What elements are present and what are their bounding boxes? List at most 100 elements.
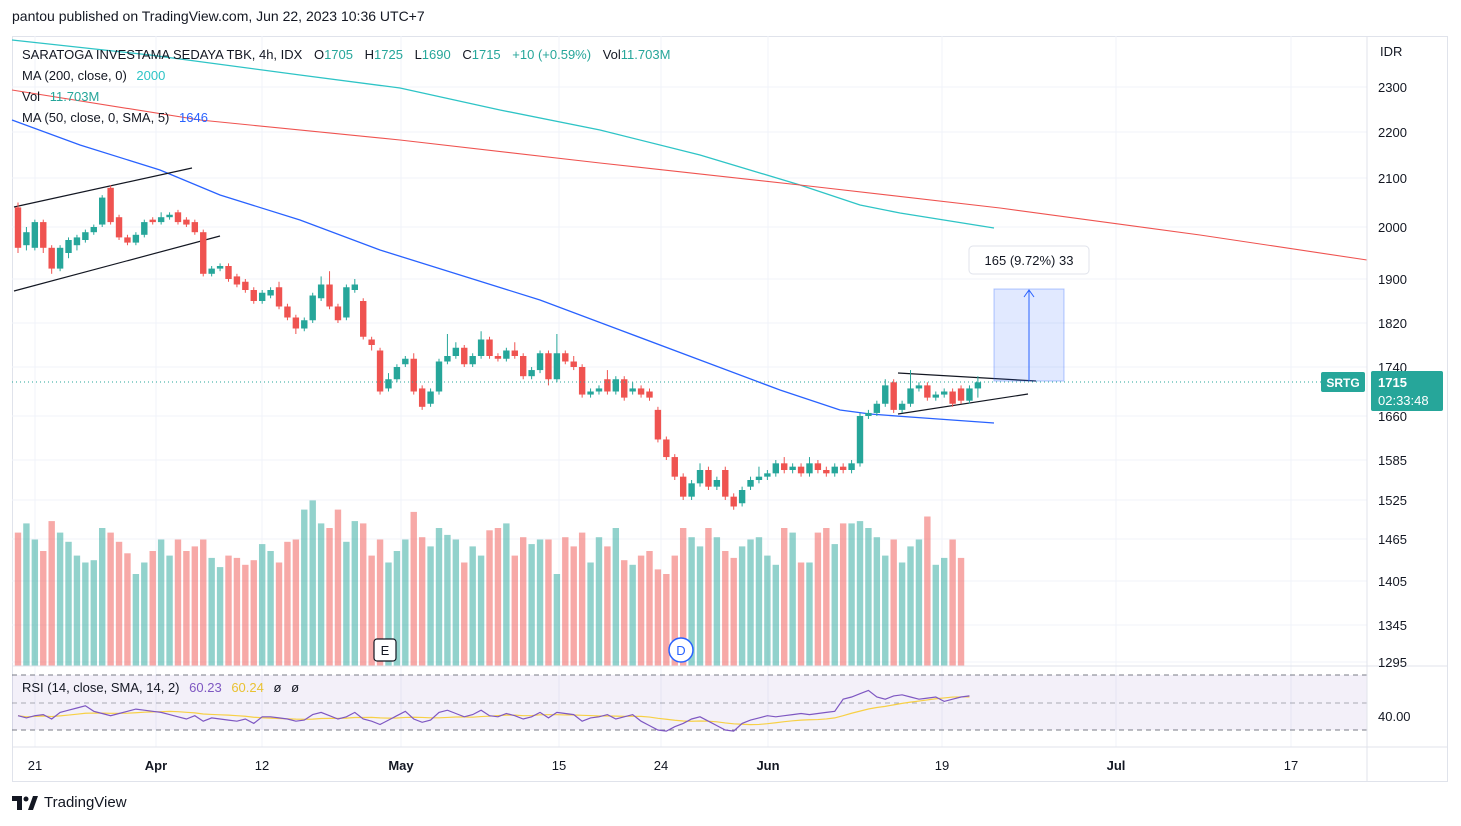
price-tick-label: 2200 xyxy=(1378,125,1407,140)
volume-bar xyxy=(376,539,384,666)
candle-body xyxy=(915,385,923,389)
candle-body xyxy=(477,339,485,356)
volume-bar xyxy=(924,516,931,666)
volume-bar xyxy=(461,562,468,666)
candle-body xyxy=(823,470,830,474)
volume-bar xyxy=(275,562,283,666)
volume-bar xyxy=(115,541,123,666)
tradingview-logo-mark xyxy=(12,795,38,810)
candle-body xyxy=(722,470,729,497)
volume-bar xyxy=(831,544,838,666)
volume-bar xyxy=(360,523,367,666)
candle-body xyxy=(275,287,283,307)
volume-bar xyxy=(469,546,476,666)
candle-body xyxy=(612,379,620,392)
volume-bar xyxy=(477,555,485,666)
volume-bar xyxy=(755,537,763,666)
legend-change: +10 (+0.59%) xyxy=(512,47,591,62)
time-axis[interactable]: 21 Apr 12 May 15 24 Jun 19 Jul 17 xyxy=(28,758,1298,773)
volume-bar xyxy=(654,569,662,666)
time-tick-label: Jul xyxy=(1107,758,1126,773)
candle-body xyxy=(48,247,55,269)
volume-bar xyxy=(562,537,569,666)
candle-body xyxy=(907,388,914,404)
candle-body xyxy=(679,476,687,497)
candle-body xyxy=(351,284,358,290)
candle-body xyxy=(629,388,636,392)
symbol-badge[interactable]: SRTG 1715 02:33:48 xyxy=(1321,371,1443,411)
channel-lower-line[interactable] xyxy=(13,235,221,292)
price-tick-label: 1345 xyxy=(1378,618,1407,633)
volume-bar xyxy=(578,532,586,666)
candle-body xyxy=(284,306,291,318)
volume-bar xyxy=(149,551,156,666)
volume-bar xyxy=(604,546,611,666)
candle-body xyxy=(267,290,274,296)
volume-bar xyxy=(907,546,914,666)
rsi-legend-n1: ø xyxy=(273,680,281,695)
price-range-measure[interactable]: 165 (9.72%) 33 xyxy=(968,245,1090,382)
price-tick-label: 1525 xyxy=(1378,493,1407,508)
candle-body xyxy=(637,388,645,395)
legend-ma50-value: 1646 xyxy=(179,110,208,125)
volume-bar xyxy=(317,523,325,666)
candle-body xyxy=(157,217,165,223)
candle-body xyxy=(957,388,965,401)
volume-bar xyxy=(351,521,358,666)
candle-body xyxy=(90,227,97,233)
candle-body xyxy=(587,391,594,395)
candle-body xyxy=(806,463,813,474)
candle-body xyxy=(141,222,148,235)
volume-bar xyxy=(486,530,493,666)
candle-body xyxy=(191,222,199,233)
candle-body xyxy=(343,287,350,318)
chart-frame xyxy=(12,36,1448,782)
dividend-marker-label: D xyxy=(676,643,685,658)
volume-bar xyxy=(183,551,190,666)
volume-bar xyxy=(932,564,939,666)
volume-bar xyxy=(435,528,443,666)
earnings-marker-label: E xyxy=(381,643,390,658)
candle-body xyxy=(452,347,460,356)
candle-body xyxy=(326,284,333,307)
channel-upper-line[interactable] xyxy=(13,167,193,208)
volume-bar xyxy=(595,537,603,666)
time-tick-label: 17 xyxy=(1284,758,1298,773)
volume-bar xyxy=(865,528,872,666)
volume-bar xyxy=(292,539,300,666)
candle-body xyxy=(621,379,628,398)
volume-bar xyxy=(73,555,81,666)
candle-body xyxy=(654,409,662,440)
volume-bar xyxy=(309,500,316,666)
volume-bar xyxy=(343,541,350,666)
volume-bar xyxy=(99,528,106,666)
candle-body xyxy=(595,388,603,392)
candle-body xyxy=(941,391,948,395)
tradingview-logo-icon[interactable] xyxy=(12,795,38,810)
candle-body xyxy=(932,394,939,398)
dividend-marker[interactable]: D xyxy=(668,637,694,663)
earnings-marker[interactable]: E xyxy=(373,638,397,662)
legend-ma50-label: MA (50, close, 0, SMA, 5) xyxy=(22,110,169,125)
volume-bar xyxy=(553,574,561,666)
measure-arrow-head xyxy=(1023,289,1035,298)
candle-body xyxy=(738,490,746,504)
price-axis[interactable]: 2300220021002000190018201740166015851525… xyxy=(1378,80,1407,670)
volume-bar xyxy=(82,562,89,666)
ma200-line xyxy=(11,39,995,229)
price-tick-label: 1465 xyxy=(1378,532,1407,547)
volume-bar xyxy=(814,532,822,666)
legend-low: 1690 xyxy=(422,47,451,62)
legend-volume-label: Vol xyxy=(22,89,40,104)
candle-body xyxy=(511,350,518,356)
triangle-upper-line[interactable] xyxy=(897,372,1037,382)
trendlines xyxy=(13,167,1037,415)
candle-body xyxy=(873,403,881,413)
candle-body xyxy=(755,476,763,480)
svg-text:MA (200, close, 0) 2000: MA (200, close, 0) 2000 xyxy=(22,68,165,83)
triangle-lower-line[interactable] xyxy=(897,393,1029,415)
candle-body xyxy=(107,187,114,223)
footer-brand[interactable]: TradingView xyxy=(44,794,127,811)
legend-close-label: C xyxy=(462,47,471,62)
